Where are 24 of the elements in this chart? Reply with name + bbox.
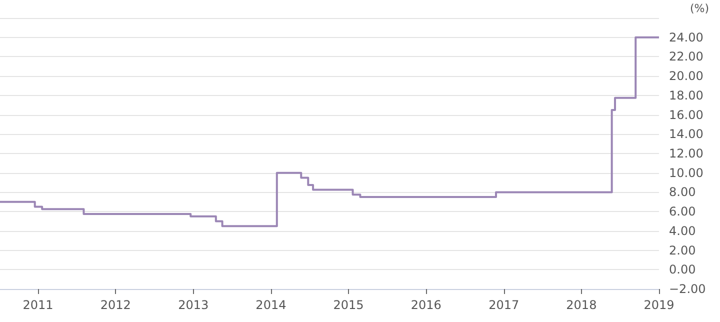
x-tick-label: 2012: [100, 298, 131, 312]
y-tick-label: 2.00: [669, 243, 696, 258]
y-tick-label: 16.00: [669, 108, 704, 122]
y-tick-label: 14.00: [669, 127, 704, 142]
y-tick-label: 4.00: [669, 224, 696, 238]
y-axis-title: (%): [690, 2, 709, 15]
y-tick-label: 10.00: [669, 166, 704, 180]
y-tick-label: 18.00: [669, 88, 704, 102]
y-tick-label: 6.00: [669, 204, 696, 219]
x-tick-label: 2019: [644, 298, 674, 312]
y-tick-label: −2.00: [669, 282, 706, 296]
x-tick-label: 2018: [566, 298, 597, 312]
y-tick-label: 8.00: [669, 185, 696, 200]
x-tick-label: 2017: [488, 298, 520, 312]
y-tick-label: 0.00: [669, 262, 696, 277]
x-tick-label: 2011: [22, 298, 54, 312]
x-tick-label: 2013: [178, 298, 209, 312]
y-tick-label: 12.00: [669, 146, 704, 160]
x-tick-label: 2016: [410, 298, 442, 312]
x-tick-label: 2014: [256, 298, 286, 312]
y-tick-label: 22.00: [669, 50, 704, 64]
x-tick-label: 2015: [333, 298, 364, 312]
y-tick-label: 24.00: [669, 30, 704, 44]
y-tick-label: 20.00: [669, 69, 704, 84]
